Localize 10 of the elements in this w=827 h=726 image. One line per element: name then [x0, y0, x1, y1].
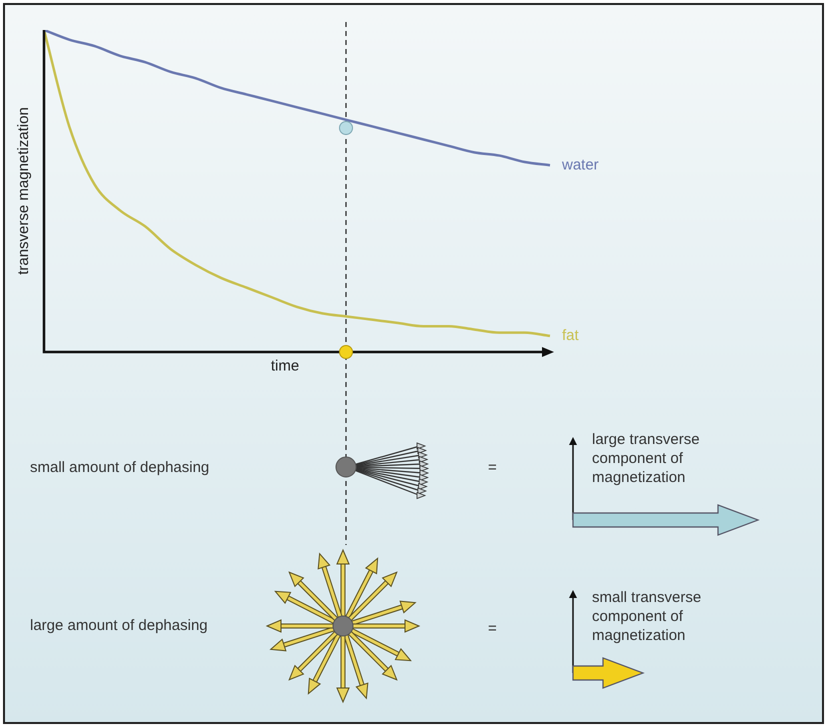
text: = — [488, 458, 497, 477]
series-label: water — [561, 156, 599, 174]
text: = — [488, 619, 497, 638]
text: small transverse component of magnetization — [592, 588, 702, 645]
series-label: fat — [562, 327, 580, 344]
y-axis-title: transverse magnetization — [15, 107, 32, 275]
text: small amount of dephasing — [30, 458, 210, 477]
x-axis-title: time — [270, 358, 300, 375]
text: large amount of dephasing — [30, 616, 208, 635]
text: large transverse component of magnetization — [592, 430, 701, 487]
